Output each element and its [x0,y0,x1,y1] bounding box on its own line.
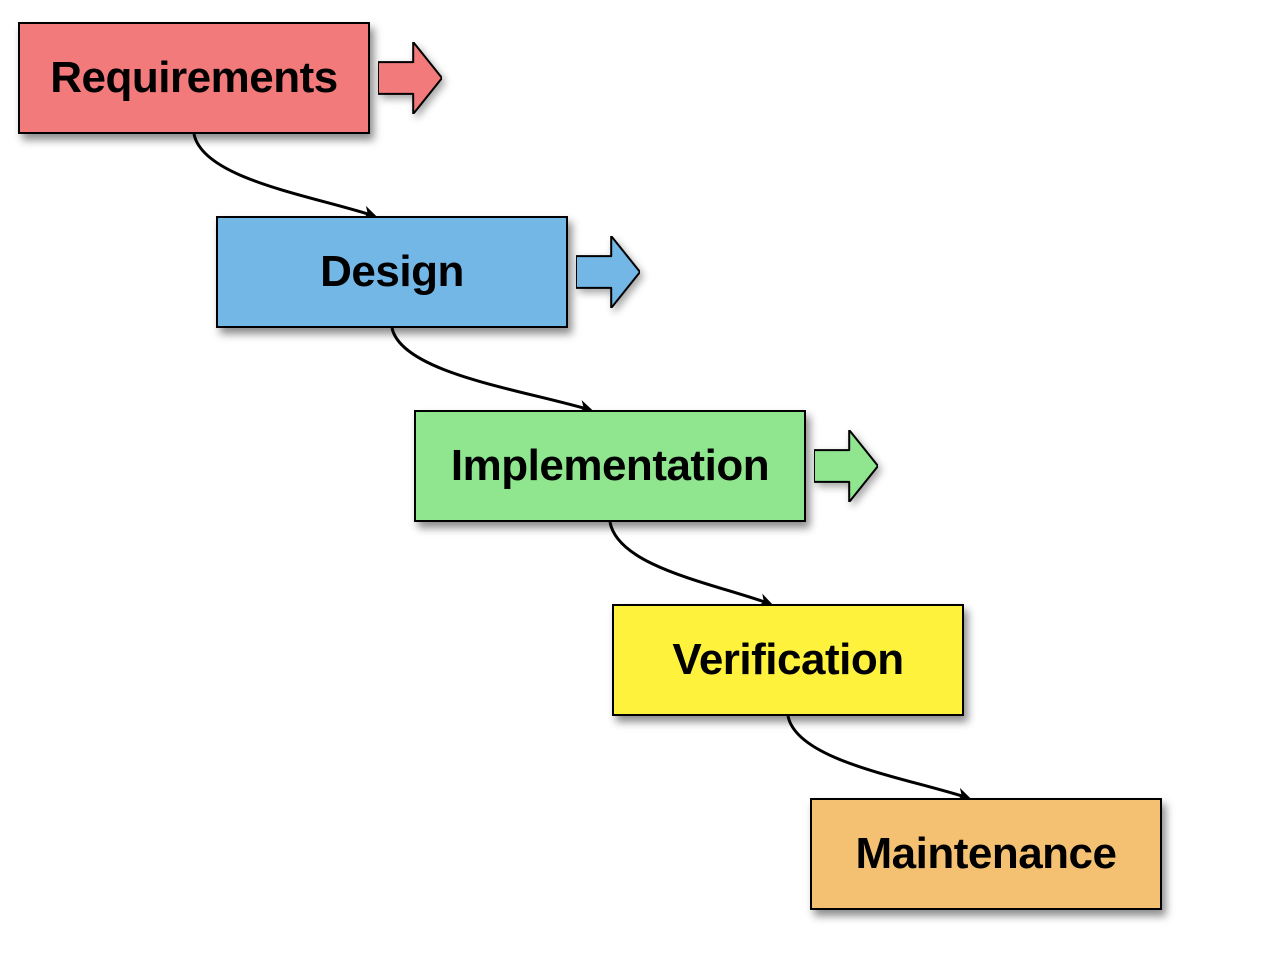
node-label-verification: Verification [672,635,903,685]
node-label-implementation: Implementation [451,441,769,491]
node-verification: Verification [612,604,964,716]
node-label-requirements: Requirements [50,53,337,103]
side-arrow-requirements [378,42,442,114]
node-implementation: Implementation [414,410,806,522]
edge-requirements-to-design [194,134,374,216]
side-arrow-design [576,236,640,308]
edge-implementation-to-verification [610,522,770,604]
node-label-design: Design [320,247,464,297]
waterfall-diagram: Requirements Design Implementation Verifica… [0,0,1280,960]
node-design: Design [216,216,568,328]
node-maintenance: Maintenance [810,798,1162,910]
side-arrow-implementation [814,430,878,502]
edge-design-to-implementation [392,328,590,410]
node-label-maintenance: Maintenance [855,829,1116,879]
edge-verification-to-maintenance [788,716,968,798]
node-requirements: Requirements [18,22,370,134]
